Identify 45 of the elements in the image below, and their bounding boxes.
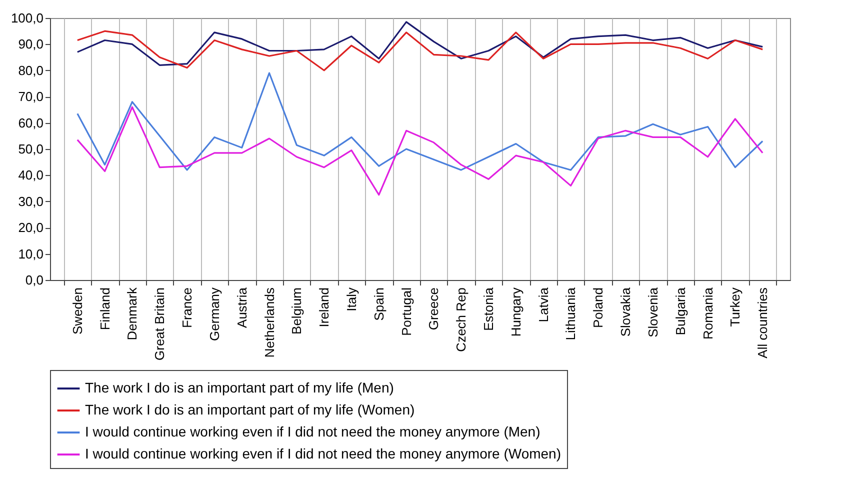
x-tick-label: France — [180, 288, 195, 328]
x-tick-label: Ireland — [316, 288, 332, 328]
y-tick-label: 20,0 — [18, 220, 44, 236]
y-tick-label: 90,0 — [18, 36, 44, 52]
x-tick-label: Spain — [371, 288, 386, 321]
legend-label: The work I do is an important part of my life (Men) — [85, 380, 394, 396]
y-tick-label: 30,0 — [18, 194, 44, 209]
x-tick-label: All countries — [755, 287, 770, 358]
y-tick-label: 60,0 — [18, 115, 44, 130]
line-series — [76, 106, 764, 196]
x-tick-label: Latvia — [536, 286, 551, 322]
x-tick-label: Poland — [590, 288, 606, 328]
x-tick-label: Romania — [700, 286, 716, 340]
y-tick-label: 80,0 — [18, 62, 44, 78]
legend-label: The work I do is an important part of my life (Women) — [85, 402, 415, 418]
y-tick-label: 100,0 — [10, 10, 44, 26]
x-tick-label: Czech Rep — [454, 288, 469, 352]
x-tick-label: Greece — [426, 288, 442, 330]
x-tick-label: Belgium — [289, 288, 304, 334]
line-series — [76, 72, 764, 171]
legend-label: I would continue working even if I did not need the money anymore (Men) — [85, 424, 540, 440]
x-tick-label: Netherlands — [262, 287, 277, 358]
y-tick-label: 40,0 — [18, 168, 44, 183]
x-tick-label: Italy — [344, 287, 359, 312]
line-series — [76, 30, 764, 72]
y-tick-label: 50,0 — [18, 142, 44, 156]
x-tick-label: Slovakia — [618, 286, 634, 337]
x-tick-label: Austria — [234, 286, 250, 328]
y-tick-label: 70,0 — [18, 89, 44, 104]
x-tick-label: Slovenia — [645, 286, 660, 338]
line-series — [76, 21, 764, 66]
x-tick-label: Denmark — [124, 287, 140, 340]
x-tick-label: Turkey — [728, 287, 743, 327]
x-tick-label: Lithuania — [563, 286, 578, 340]
y-tick-label: 0,0 — [25, 272, 44, 288]
x-tick-label: Great Britain — [152, 288, 168, 360]
x-tick-label: Germany — [206, 287, 222, 341]
legend-label: I would continue working even if I did not need the money anymore (Women) — [85, 446, 561, 462]
x-tick-label: Estonia — [481, 286, 496, 331]
x-tick-label: Bulgaria — [672, 286, 688, 336]
x-tick-label: Portugal — [398, 287, 414, 336]
x-tick-label: Finland — [97, 288, 112, 330]
x-tick-label: Sweden — [70, 288, 85, 334]
x-tick-label: Hungary — [508, 287, 524, 337]
y-tick-label: 10,0 — [18, 246, 44, 262]
